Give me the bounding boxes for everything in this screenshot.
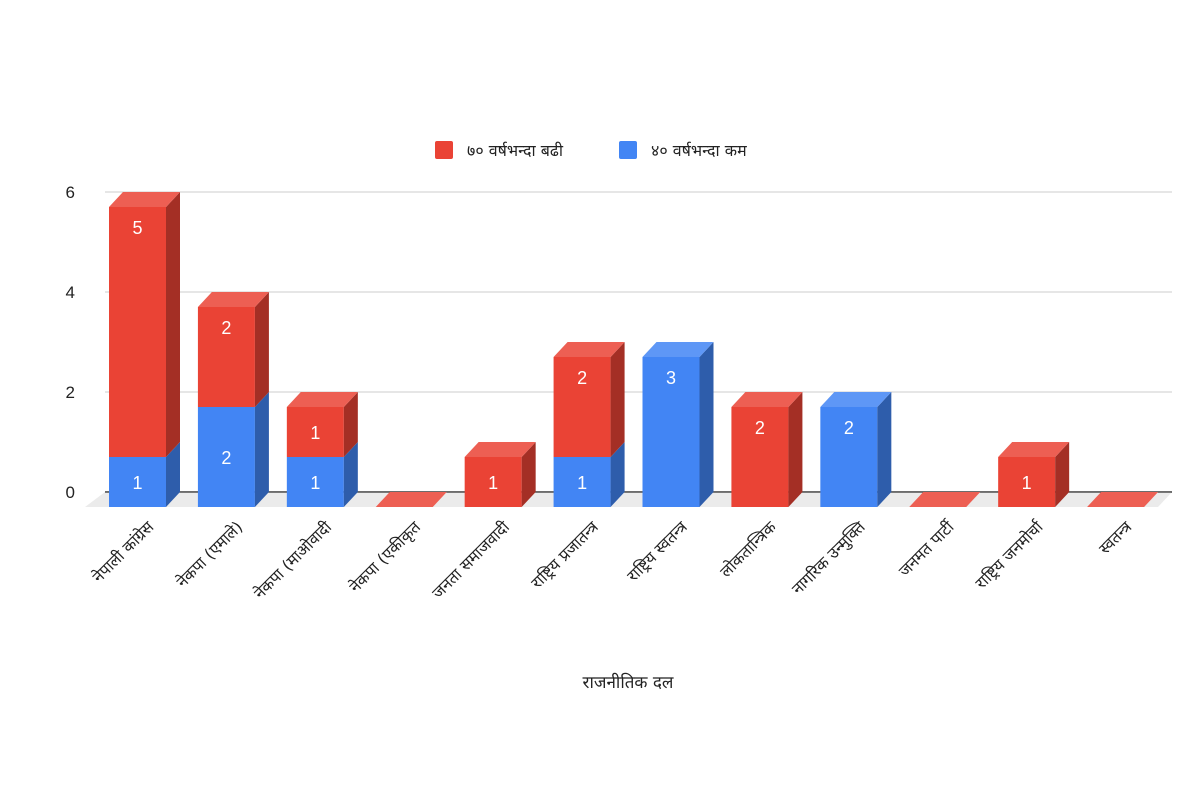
bar-stack bbox=[109, 192, 180, 507]
bar-segment-front bbox=[109, 207, 166, 457]
y-tick-label: 6 bbox=[66, 183, 75, 202]
chart-floor bbox=[85, 491, 1172, 507]
bar-segment-side bbox=[166, 192, 180, 457]
legend-item: ४० वर्षभन्दा कम bbox=[619, 141, 747, 160]
y-tick-label: 2 bbox=[66, 383, 75, 402]
data-labels: 1 5 2 2 1 1 1 1 2 3 2 2 1 bbox=[132, 218, 1031, 493]
bar-segment-side bbox=[343, 392, 358, 457]
category-label: स्वतन्त्र bbox=[1095, 517, 1136, 558]
bar-stack bbox=[286, 392, 358, 507]
bar-stack bbox=[998, 442, 1070, 507]
bar-top bbox=[464, 442, 536, 457]
data-label: 2 bbox=[844, 418, 854, 438]
bar-segment-front bbox=[109, 457, 166, 507]
data-label: 5 bbox=[132, 218, 142, 238]
data-label: 1 bbox=[1022, 473, 1032, 493]
legend-swatch bbox=[435, 141, 453, 159]
legend-label: ७० वर्षभन्दा बढी bbox=[467, 141, 564, 160]
bar-top bbox=[820, 392, 892, 407]
bar-segment-front bbox=[464, 457, 522, 507]
bar-segment-side bbox=[521, 442, 536, 507]
bar-top bbox=[731, 392, 803, 407]
bar-top bbox=[197, 292, 269, 307]
bar-stack bbox=[464, 442, 536, 507]
x-axis-category-labels: नेपाली कांग्रेस नेकपा (एमाले) नेकपा (माओवा… bbox=[89, 517, 1137, 603]
category-label: नागरिक उन्मुक्ति bbox=[788, 517, 870, 599]
bar-segment-side bbox=[788, 392, 803, 507]
y-axis-ticks: 0 2 4 6 bbox=[66, 183, 75, 502]
data-label: 2 bbox=[221, 318, 231, 338]
legend-swatch bbox=[619, 141, 637, 159]
category-label: नेकपा (माओवादी bbox=[250, 517, 336, 603]
category-label: नेकपा (एमाले) bbox=[173, 517, 247, 591]
bar-top bbox=[998, 442, 1070, 457]
bar-top bbox=[642, 342, 714, 357]
x-axis-title: राजनीतिक दल bbox=[583, 672, 674, 693]
bar-segment-front bbox=[998, 457, 1056, 507]
legend-item: ७० वर्षभन्दा बढी bbox=[435, 141, 564, 160]
bars bbox=[109, 192, 1159, 507]
bar-segment-front bbox=[197, 407, 255, 507]
category-label: राष्ट्रिय जनमोर्चा bbox=[971, 517, 1047, 593]
data-label: 1 bbox=[488, 473, 498, 493]
bar-segment-side bbox=[699, 342, 714, 507]
bar-stack bbox=[731, 392, 803, 507]
bar-segment-side bbox=[1055, 442, 1070, 507]
category-label: राष्ट्रिय स्वतन्त्र bbox=[623, 517, 692, 586]
data-label: 2 bbox=[221, 448, 231, 468]
y-tick-label: 4 bbox=[66, 283, 75, 302]
bar-top bbox=[109, 192, 180, 207]
floor-plane bbox=[85, 492, 1172, 507]
zero-bar bbox=[1087, 492, 1159, 507]
bar-segment-front bbox=[286, 457, 344, 507]
data-label: 1 bbox=[132, 473, 142, 493]
zero-bar bbox=[909, 492, 981, 507]
bar-top bbox=[286, 392, 358, 407]
bar-stack bbox=[642, 342, 714, 507]
data-label: 3 bbox=[666, 368, 676, 388]
bar-segment-front bbox=[820, 407, 878, 507]
bar-stack bbox=[1087, 492, 1159, 507]
bar-segment-side bbox=[254, 392, 269, 507]
bar-segment-front bbox=[731, 407, 789, 507]
data-label: 2 bbox=[755, 418, 765, 438]
bar-stack bbox=[909, 492, 981, 507]
bar-segment-side bbox=[254, 292, 269, 407]
bar-segment-front bbox=[553, 357, 611, 457]
bar-segment-side bbox=[610, 342, 625, 457]
bar-stack bbox=[197, 292, 269, 507]
y-tick-label: 0 bbox=[66, 483, 75, 502]
bar-stack bbox=[820, 392, 892, 507]
legend: ७० वर्षभन्दा बढी ४० वर्षभन्दा कम bbox=[435, 141, 747, 160]
data-label: 1 bbox=[310, 423, 320, 443]
category-label: नेकपा (एकीकृत bbox=[345, 517, 425, 597]
bar-top bbox=[553, 342, 625, 357]
bar-segment-front bbox=[642, 357, 700, 507]
category-label: नेपाली कांग्रेस bbox=[89, 517, 159, 587]
bar-segment-side bbox=[610, 442, 625, 507]
bar-segment-side bbox=[877, 392, 892, 507]
data-label: 2 bbox=[577, 368, 587, 388]
bar-stack bbox=[375, 492, 447, 507]
category-label: राष्ट्रिय प्रजातन्त्र bbox=[527, 517, 603, 593]
data-label: 1 bbox=[577, 473, 587, 493]
bar-segment-side bbox=[343, 442, 358, 507]
category-label: जनमत पार्टी bbox=[895, 517, 959, 581]
bar-segment-front bbox=[286, 407, 344, 457]
bar-stack bbox=[553, 342, 625, 507]
zero-bar bbox=[375, 492, 447, 507]
bar-segment-side bbox=[166, 442, 180, 507]
category-label: लोकतान्त्रिक bbox=[716, 517, 780, 581]
bar-segment-front bbox=[553, 457, 611, 507]
category-label: जनता समाजवादी bbox=[428, 517, 514, 603]
legend-label: ४० वर्षभन्दा कम bbox=[651, 141, 747, 160]
bar-segment-front bbox=[197, 307, 255, 407]
data-label: 1 bbox=[310, 473, 320, 493]
